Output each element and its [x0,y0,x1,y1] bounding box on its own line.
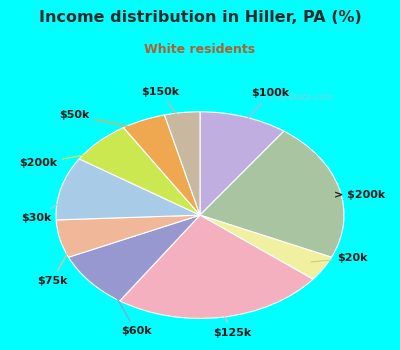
Text: $30k: $30k [21,193,75,223]
Wedge shape [120,215,313,318]
Text: ↗ City-Data.com: ↗ City-Data.com [259,93,333,102]
Wedge shape [164,112,200,215]
Text: $60k: $60k [104,276,151,336]
Wedge shape [124,115,200,215]
Text: $100k: $100k [241,88,289,126]
Wedge shape [68,215,200,301]
Wedge shape [200,215,332,279]
Wedge shape [200,112,284,215]
Text: $125k: $125k [213,307,251,338]
Text: $75k: $75k [37,239,75,286]
Text: $200k: $200k [19,151,108,168]
Text: Income distribution in Hiller, PA (%): Income distribution in Hiller, PA (%) [39,10,361,25]
Wedge shape [56,215,200,257]
Text: $50k: $50k [59,110,148,131]
Wedge shape [200,131,344,257]
Wedge shape [56,159,200,220]
Text: White residents: White residents [144,43,256,56]
Text: $150k: $150k [141,87,183,122]
Text: > $200k: > $200k [325,190,386,200]
Text: $20k: $20k [311,253,367,263]
Wedge shape [79,127,200,215]
